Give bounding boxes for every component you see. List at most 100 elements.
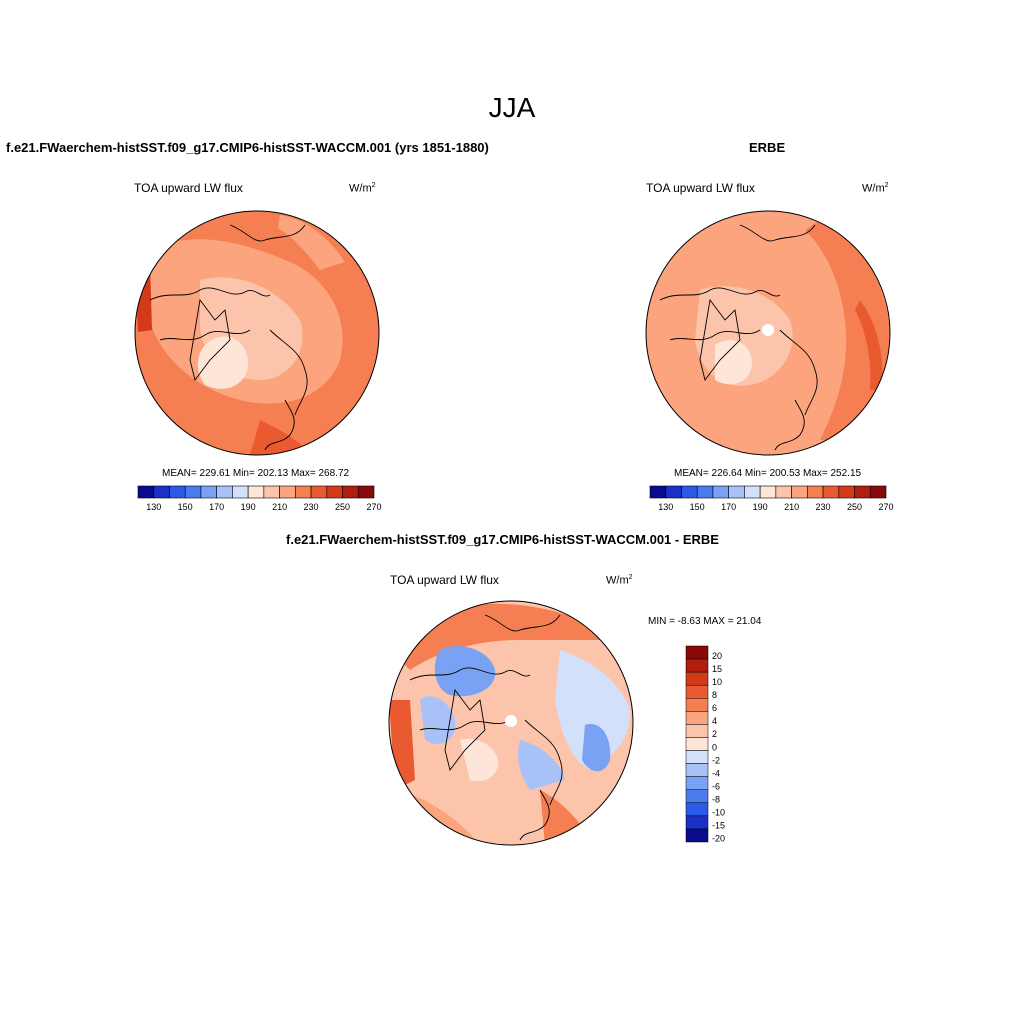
panel-3-title: f.e21.FWaerchem-histSST.f09_g17.CMIP6-hi… [286, 532, 719, 547]
panel-3-colorbar-swatch [685, 776, 709, 790]
panel-1-colorbar: 130 150 170 190 210 230 250 270 [137, 485, 382, 512]
panel-2-map-border [645, 210, 891, 456]
panel-3-colorbar-tick-label: 10 [712, 677, 722, 687]
panel-2-colorbar-tick-label: 230 [816, 502, 831, 512]
panel-3-variable-label: TOA upward LW flux [390, 573, 499, 587]
panel-2-title: ERBE [749, 140, 786, 155]
panel-3-colorbar-tick-label: -10 [712, 808, 725, 818]
panel-1-colorbar-tick-label: 170 [209, 502, 224, 512]
panel-2-colorbar-swatch [759, 485, 777, 499]
panel-3-colorbar-swatch [685, 645, 709, 660]
panel-2-colorbar-swatch [728, 485, 745, 499]
panel-1-map [135, 211, 379, 455]
panel-1-coastlines [149, 224, 308, 451]
panel-3-colorbar-tick-label: 6 [712, 703, 717, 713]
panel-2-colorbar-tick-label: 210 [784, 502, 799, 512]
panel-1-colorbar-swatch [184, 485, 202, 499]
panel-1-colorbar-tick-label: 150 [178, 502, 193, 512]
panel-1-map-border [134, 210, 380, 456]
panel-3-colorbar-swatch [685, 815, 709, 830]
panel-3-colorbar-swatch [685, 711, 709, 725]
panel-3-colorbar-tick-label: 8 [712, 690, 717, 700]
panel-2-colorbar-swatch [681, 485, 698, 499]
panel-2-colorbar-swatch [665, 485, 682, 499]
panel-2-colorbar-tick-label: 270 [878, 502, 893, 512]
panel-3-units: W/m2 [606, 574, 633, 587]
panel-1-colorbar-tick-label: 250 [335, 502, 350, 512]
panel-1-variable-label: TOA upward LW flux [134, 181, 243, 195]
panel-2-colorbar: 130 150 170 190 210 230 250 270 [649, 485, 894, 512]
panel-3-colorbar-tick-label: -15 [712, 821, 725, 831]
panel-3-colorbar-tick-label: -4 [712, 768, 720, 778]
panel-2-pole-hole [762, 324, 774, 336]
panel-3-colorbar-swatch [685, 750, 709, 764]
panel-3-colorbar-tick-label: 4 [712, 716, 717, 726]
panel-3-colorbar-tick-label: -6 [712, 781, 720, 791]
panel-3-colorbar-swatch [685, 724, 709, 738]
panel-3-coastlines [409, 614, 563, 841]
panel-1-colorbar-swatch [326, 485, 343, 499]
panel-3-pole-hole [505, 715, 517, 727]
panel-3-colorbar-swatch [685, 802, 709, 817]
panel-2-colorbar-swatch [854, 485, 871, 499]
panel-3-minmax: MIN = -8.63 MAX = 21.04 [648, 616, 762, 627]
panel-3-colorbar-tick-label: -8 [712, 795, 720, 805]
panel-3-colorbar-swatch [685, 658, 709, 673]
panel-1-colorbar-tick-label: 270 [366, 502, 381, 512]
panel-1-colorbar-swatch [200, 485, 217, 499]
figure-title: JJA [488, 92, 536, 123]
panel-1-colorbar-swatch [232, 485, 249, 499]
panel-3-colorbar-swatch [685, 737, 709, 751]
panel-3-colorbar-tick-label: 2 [712, 729, 717, 739]
panel-2-colorbar-swatch [807, 485, 824, 499]
panel-2-coastlines [659, 224, 818, 451]
panel-2-colorbar-swatch [838, 485, 855, 499]
panel-1-colorbar-swatch [247, 485, 265, 499]
panel-2-colorbar-tick-label: 170 [721, 502, 736, 512]
panel-2-colorbar-swatch [791, 485, 808, 499]
panel-2-colorbar-tick-label: 130 [658, 502, 673, 512]
panel-3-colorbar-tick-label: 15 [712, 664, 722, 674]
panel-2-colorbar-swatch [696, 485, 714, 499]
panel-1-colorbar-swatch [357, 485, 375, 499]
panel-1-colorbar-swatch [153, 485, 170, 499]
panel-1-colorbar-tick-label: 190 [241, 502, 256, 512]
panel-1-title: f.e21.FWaerchem-histSST.f09_g17.CMIP6-hi… [6, 140, 489, 155]
panel-3-colorbar-swatch [685, 684, 709, 699]
panel-2-colorbar-swatch [649, 485, 667, 499]
panel-3-colorbar-swatch [685, 789, 709, 804]
panel-3-colorbar-tick-label: -20 [712, 834, 725, 844]
panel-1-colorbar-swatch [263, 485, 280, 499]
panel-1-colorbar-tick-label: 130 [146, 502, 161, 512]
panel-1-colorbar-swatch [279, 485, 296, 499]
panel-1-colorbar-swatch [137, 485, 155, 499]
panel-3-colorbar-swatch [685, 763, 709, 777]
panel-1-colorbar-tick-label: 230 [304, 502, 319, 512]
panel-1-colorbar-swatch [342, 485, 359, 499]
panel-3-colorbar-swatch [685, 828, 709, 843]
panel-1-colorbar-tick-label: 210 [272, 502, 287, 512]
panel-1-units: W/m2 [349, 182, 376, 195]
panel-1-stats: MEAN= 229.61 Min= 202.13 Max= 268.72 [162, 468, 350, 479]
panel-3-colorbar-tick-label: 0 [712, 742, 717, 752]
panel-2-colorbar-swatch [775, 485, 792, 499]
panel-1-colorbar-swatch [310, 485, 328, 499]
panel-3-colorbar-tick-label: 20 [712, 651, 722, 661]
panel-2-colorbar-swatch [822, 485, 840, 499]
panel-2-stats: MEAN= 226.64 Min= 200.53 Max= 252.15 [674, 468, 862, 479]
panel-2-variable-label: TOA upward LW flux [646, 181, 755, 195]
panel-2-colorbar-swatch [744, 485, 761, 499]
panel-1-colorbar-swatch [295, 485, 312, 499]
panel-2-colorbar-tick-label: 250 [847, 502, 862, 512]
panel-3-colorbar-tick-label: -2 [712, 755, 720, 765]
panel-2-colorbar-swatch [869, 485, 887, 499]
panel-2-colorbar-tick-label: 190 [753, 502, 768, 512]
panel-1-colorbar-swatch [169, 485, 186, 499]
panel-2-units: W/m2 [862, 182, 889, 195]
panel-3-colorbar-swatch [685, 671, 709, 686]
panel-1-colorbar-swatch [216, 485, 233, 499]
panel-2-colorbar-tick-label: 150 [690, 502, 705, 512]
panel-2-colorbar-swatch [712, 485, 729, 499]
